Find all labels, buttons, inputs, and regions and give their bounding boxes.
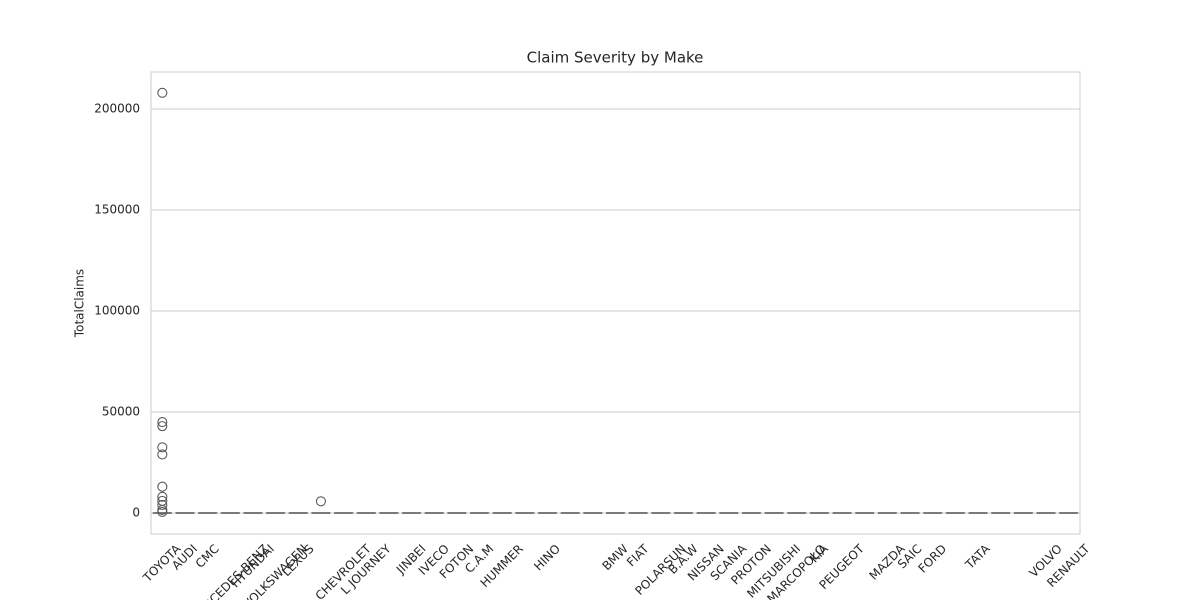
y-axis-label: TotalClaims (73, 269, 87, 338)
y-tick-label: 0 (132, 505, 140, 519)
y-tick-label: 100000 (94, 303, 140, 317)
outlier (315, 496, 326, 507)
plot-frame (150, 71, 1081, 535)
y-tick-label: 50000 (102, 404, 140, 418)
chart-title: Claim Severity by Make (527, 49, 704, 67)
y-tick-label: 200000 (94, 101, 140, 115)
outlier (157, 481, 168, 492)
outlier (157, 449, 168, 460)
outlier (157, 421, 168, 432)
x-tick-label: TATA (962, 541, 993, 572)
outlier (157, 417, 168, 428)
x-tick-label: CMC (193, 542, 222, 571)
outlier (157, 491, 168, 502)
outlier (157, 87, 168, 98)
x-tick-label: FIAT (624, 541, 652, 569)
outlier (157, 442, 168, 453)
x-tick-label: FORD (915, 542, 949, 576)
x-tick-label: HINO (531, 542, 563, 574)
outlier (157, 506, 168, 518)
y-tick-label: 150000 (94, 202, 140, 216)
outlier (157, 499, 168, 510)
